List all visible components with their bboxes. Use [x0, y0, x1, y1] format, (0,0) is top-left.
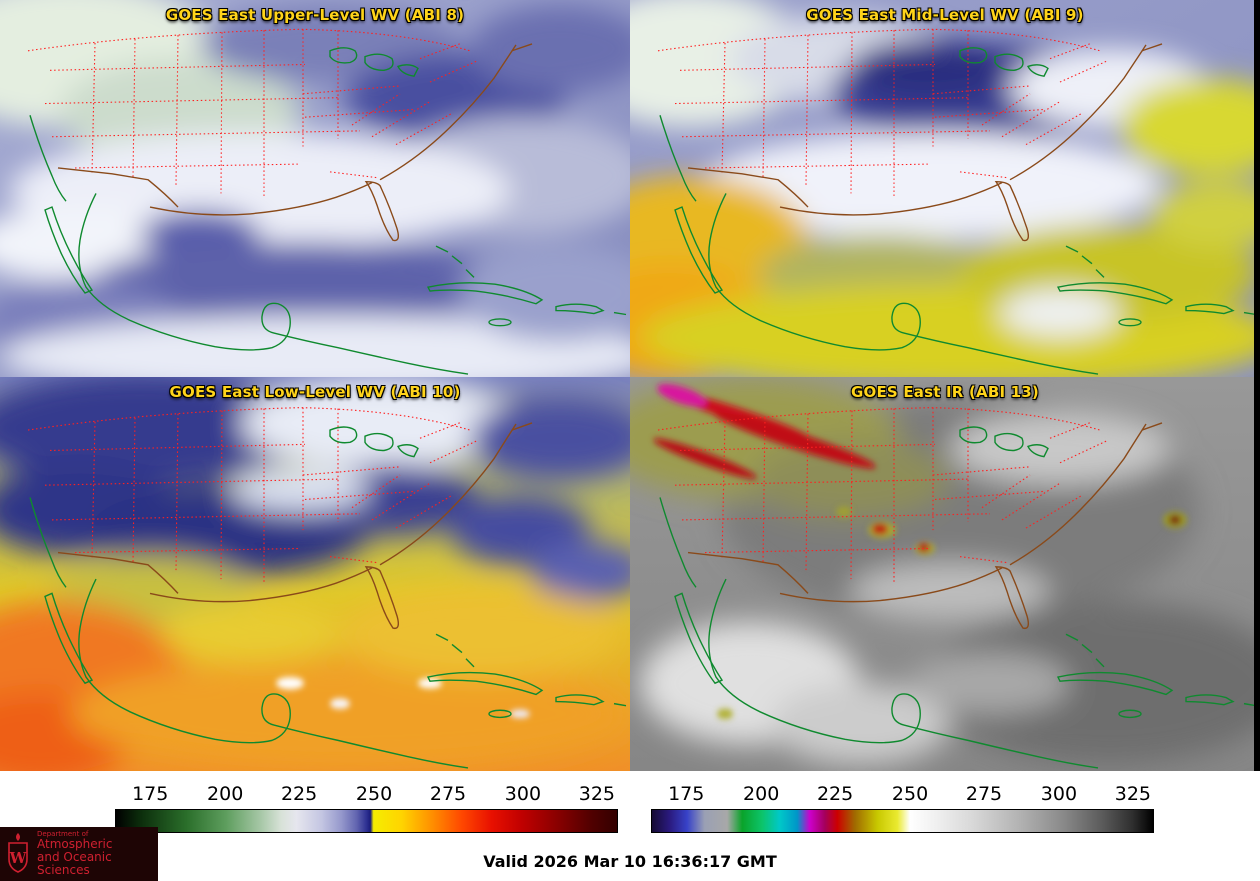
panel-title: GOES East Upper-Level WV (ABI 8) [165, 6, 465, 24]
valid-timestamp: Valid 2026 Mar 10 16:36:17 GMT [483, 852, 777, 871]
ir-colorbar [651, 809, 1154, 833]
panel-title: GOES East Low-Level WV (ABI 10) [169, 383, 461, 401]
panel-upper-level-wv: GOES East Upper-Level WV (ABI 8) [0, 0, 630, 377]
ir-colorbar-group: 175 200 225 250 275 300 325 [651, 783, 1154, 837]
colorbar-tick-label: 200 [207, 783, 244, 805]
uw-aos-logo: W Department of Atmospheric and Oceanic … [0, 827, 158, 881]
wv-colorbar-group: 175 200 225 250 275 300 325 [115, 783, 618, 837]
logo-line-oceanic: and Oceanic Sciences [37, 850, 112, 878]
colorbar-tick-label: 175 [668, 783, 705, 805]
colorbar-tick-label: 175 [132, 783, 169, 805]
colorbar-tick-label: 200 [743, 783, 780, 805]
colorbar-tick-label: 225 [280, 783, 318, 805]
colorbar-tick-label: 275 [965, 783, 1003, 805]
logo-line-atmospheric: Atmospheric [37, 837, 113, 852]
panel-ir: GOES East IR (ABI 13) [630, 377, 1260, 771]
ir-colorbar-ticks: 175 200 225 250 275 300 325 [651, 783, 1154, 807]
satellite-image-ir [630, 377, 1260, 771]
uw-crest-icon: W [8, 833, 28, 873]
panel-grid: GOES East Upper-Level WV (ABI 8) [0, 0, 1260, 771]
panel-mid-level-wv: GOES East Mid-Level WV (ABI 9) [630, 0, 1260, 377]
colorbar-tick-label: 325 [1114, 783, 1151, 805]
panel-title: GOES East IR (ABI 13) [850, 383, 1039, 401]
colorbar-tick-label: 250 [891, 783, 929, 805]
panel-low-level-wv: GOES East Low-Level WV (ABI 10) [0, 377, 630, 771]
satellite-image-low-wv [0, 377, 630, 771]
colorbar-tick-label: 300 [504, 783, 542, 805]
wv-colorbar [115, 809, 618, 833]
satellite-image-mid-wv [630, 0, 1260, 377]
logo-line-dept: Department of [37, 829, 89, 838]
satellite-image-upper-wv [0, 0, 630, 377]
panel-title: GOES East Mid-Level WV (ABI 9) [806, 6, 1084, 24]
colorbar-tick-label: 275 [429, 783, 467, 805]
colorbar-tick-label: 325 [578, 783, 615, 805]
wv-colorbar-ticks: 175 200 225 250 275 300 325 [115, 783, 618, 807]
colorbar-tick-label: 300 [1040, 783, 1078, 805]
footer: 175 200 225 250 275 300 325 175 200 225 … [0, 771, 1260, 881]
colorbar-tick-label: 250 [355, 783, 393, 805]
colorbar-tick-label: 225 [816, 783, 854, 805]
crest-letter: W [9, 849, 28, 867]
logo-text: Department of Atmospheric and Oceanic Sc… [37, 829, 152, 878]
right-edge-strip [1254, 0, 1260, 771]
